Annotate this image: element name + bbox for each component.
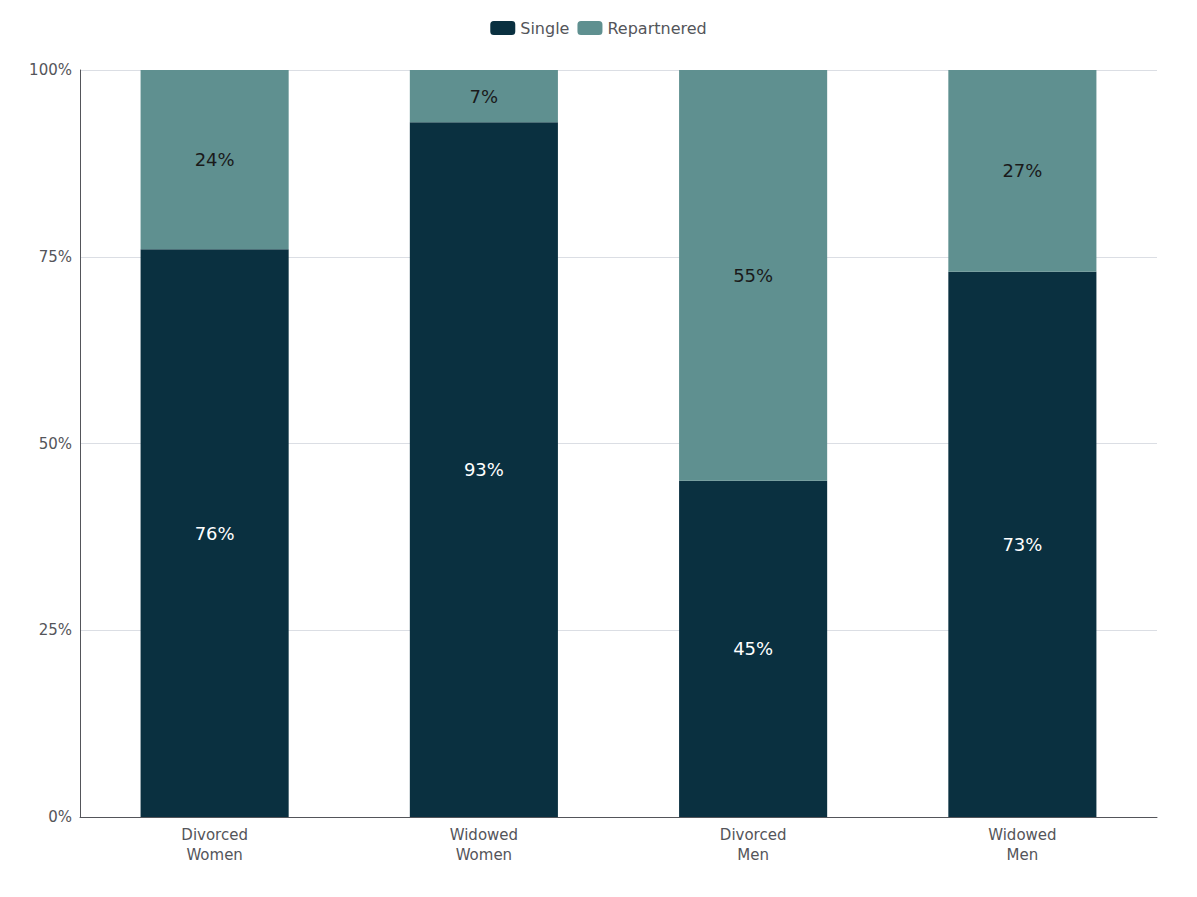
svg-text:55%: 55% [733, 265, 773, 286]
svg-text:Repartnered: Repartnered [607, 19, 706, 38]
svg-text:Women: Women [456, 846, 512, 864]
svg-text:75%: 75% [39, 248, 72, 266]
svg-text:100%: 100% [29, 61, 72, 79]
svg-text:Divorced: Divorced [720, 826, 787, 844]
svg-text:76%: 76% [195, 523, 235, 544]
svg-text:25%: 25% [39, 621, 72, 639]
svg-text:45%: 45% [733, 638, 773, 659]
svg-text:7%: 7% [470, 86, 499, 107]
svg-text:Widowed: Widowed [988, 826, 1056, 844]
svg-text:Women: Women [186, 846, 242, 864]
svg-text:93%: 93% [464, 459, 504, 480]
svg-text:Divorced: Divorced [181, 826, 248, 844]
svg-text:Single: Single [520, 19, 569, 38]
svg-text:Men: Men [1007, 846, 1039, 864]
svg-text:73%: 73% [1002, 534, 1042, 555]
svg-text:0%: 0% [48, 808, 72, 826]
svg-text:Widowed: Widowed [450, 826, 518, 844]
svg-text:Men: Men [737, 846, 769, 864]
svg-text:50%: 50% [39, 435, 72, 453]
svg-text:24%: 24% [195, 149, 235, 170]
svg-text:27%: 27% [1002, 160, 1042, 181]
